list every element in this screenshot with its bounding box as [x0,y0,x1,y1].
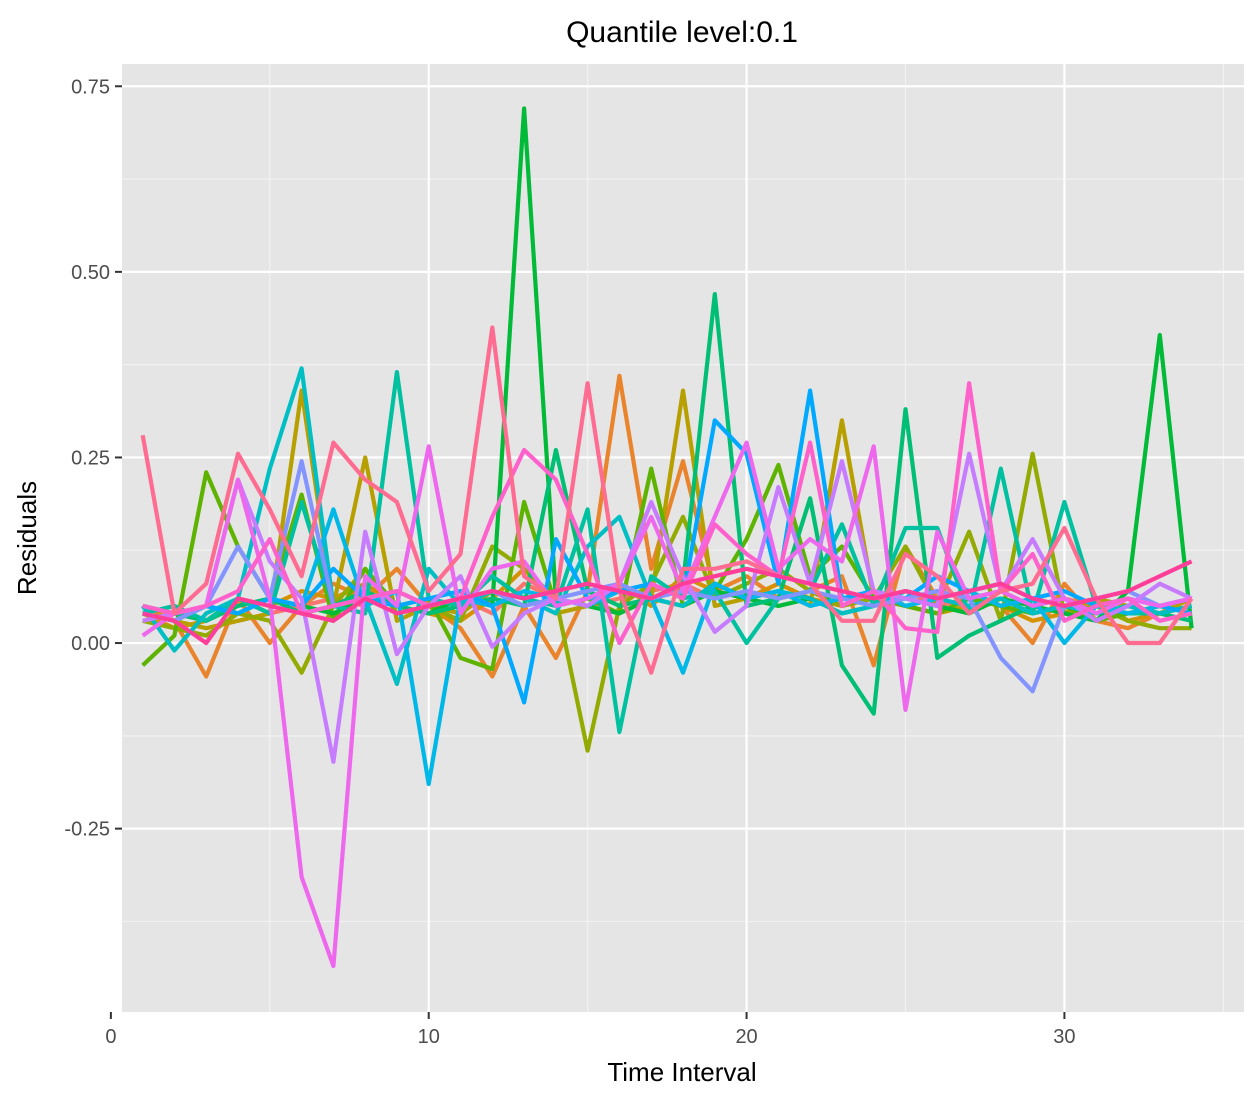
series-line-15 [141,440,1193,969]
series-layer [140,106,1194,969]
x-tick-label: 0 [105,1026,116,1048]
series-line-11 [142,507,1193,787]
x-axis-title: Time Interval [607,1057,756,1087]
axis-ticks: 0 10 20 30 -0.25 0.00 0.25 0.50 0.75 [64,76,1075,1048]
series-line-18 [142,559,1193,646]
y-tick-label: 0.25 [71,447,110,469]
x-tick-label: 30 [1053,1026,1075,1048]
grid-minor [122,64,1244,1012]
series-line-17 [140,325,1194,675]
chart-title: Quantile level:0.1 [566,16,798,49]
series-line-10 [140,366,1193,687]
grid-major [109,64,1244,1012]
x-tick-label: 10 [418,1026,440,1048]
x-tick-label: 20 [735,1026,757,1048]
y-tick-label: 0.00 [71,633,110,655]
y-axis-title: Residuals [12,481,42,595]
y-tick-label: 0.75 [71,76,110,98]
y-tick-label: 0.50 [71,262,110,284]
series-line-14 [142,451,1193,764]
y-tick-label: -0.25 [64,819,110,841]
series-line-13 [142,459,1193,694]
